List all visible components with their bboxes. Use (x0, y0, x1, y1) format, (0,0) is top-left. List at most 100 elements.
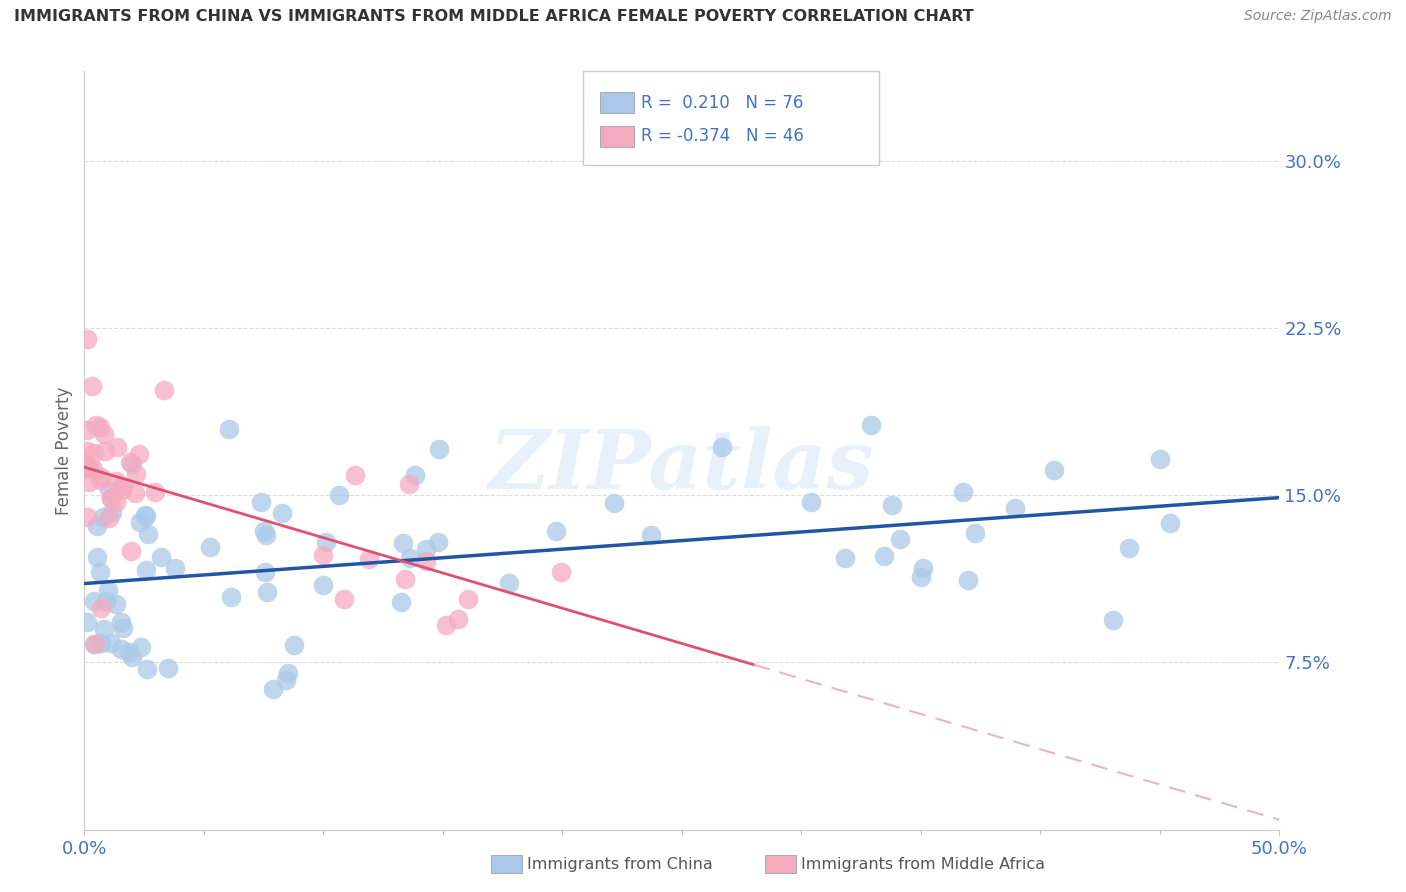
Point (253, 565, 276, 579)
Point (271, 506, 294, 520)
Point (415, 554, 437, 568)
Point (100, 491, 122, 506)
Point (124, 486, 146, 500)
Point (152, 383, 174, 397)
Text: ZIPatlas: ZIPatlas (489, 425, 875, 506)
Point (834, 551, 856, 566)
Point (104, 495, 127, 509)
Point (83, 594, 105, 608)
Point (859, 417, 882, 432)
Point (603, 496, 626, 510)
Point (889, 532, 911, 546)
Point (343, 467, 366, 482)
Point (415, 541, 437, 556)
Point (134, 508, 156, 522)
Point (143, 484, 166, 499)
Point (256, 584, 278, 599)
Point (498, 576, 520, 591)
Point (711, 440, 734, 454)
Point (105, 441, 128, 455)
Point (104, 598, 127, 612)
Point (100, 491, 122, 506)
Point (389, 594, 412, 608)
Point (550, 566, 572, 580)
Point (121, 649, 143, 664)
Point (86, 550, 108, 565)
Point (398, 476, 420, 491)
Point (86, 418, 108, 433)
Point (250, 495, 273, 509)
Point (83, 637, 105, 651)
Point (262, 681, 284, 696)
Point (118, 644, 141, 658)
Text: IMMIGRANTS FROM CHINA VS IMMIGRANTS FROM MIDDLE AFRICA FEMALE POVERTY CORRELATIO: IMMIGRANTS FROM CHINA VS IMMIGRANTS FROM… (14, 9, 974, 24)
Point (76, 333, 98, 347)
Point (149, 550, 172, 565)
Point (640, 528, 662, 542)
Point (93, 426, 115, 441)
Point (253, 524, 276, 538)
Point (125, 467, 148, 481)
Point (128, 447, 150, 461)
Point (90, 470, 112, 484)
Point (111, 479, 134, 493)
Point (1102, 613, 1125, 627)
Point (121, 458, 143, 472)
Point (105, 474, 128, 488)
Point (254, 528, 277, 542)
Point (404, 467, 426, 482)
Point (163, 561, 186, 575)
Point (89, 419, 111, 434)
Point (97, 582, 120, 597)
Point (110, 615, 132, 630)
Point (77, 475, 100, 489)
Point (76, 457, 98, 471)
Point (111, 621, 134, 635)
Point (394, 572, 416, 586)
Point (357, 551, 380, 566)
Point (135, 563, 157, 577)
Point (957, 573, 980, 587)
Point (910, 570, 932, 584)
Point (135, 508, 157, 523)
Point (120, 455, 142, 469)
Point (800, 495, 823, 509)
Point (872, 549, 894, 563)
Point (328, 488, 350, 502)
Point (312, 548, 335, 562)
Point (76, 423, 98, 437)
Point (83, 446, 105, 460)
Point (218, 421, 240, 435)
Point (91, 510, 114, 524)
Text: Source: ZipAtlas.com: Source: ZipAtlas.com (1244, 9, 1392, 23)
Point (912, 560, 935, 574)
Point (94, 594, 117, 608)
Point (392, 535, 415, 549)
Text: R = -0.374   N = 46: R = -0.374 N = 46 (641, 128, 804, 145)
Point (76, 509, 98, 524)
Point (315, 535, 337, 549)
Point (97, 483, 120, 497)
Point (90, 636, 112, 650)
Point (120, 544, 142, 558)
Point (97, 511, 120, 525)
Y-axis label: Female Poverty: Female Poverty (55, 386, 73, 515)
Point (277, 665, 299, 680)
Point (82, 462, 104, 476)
Point (398, 551, 420, 566)
Point (457, 592, 479, 607)
Point (1042, 462, 1064, 476)
Point (128, 515, 150, 529)
Point (138, 527, 160, 541)
Point (427, 442, 450, 456)
Point (77, 460, 100, 475)
Point (111, 483, 134, 497)
Point (963, 525, 986, 540)
Point (101, 505, 124, 519)
Point (952, 485, 974, 500)
Point (436, 618, 458, 632)
Point (90, 601, 112, 615)
Point (110, 642, 132, 657)
Point (274, 673, 297, 687)
Point (157, 660, 180, 674)
